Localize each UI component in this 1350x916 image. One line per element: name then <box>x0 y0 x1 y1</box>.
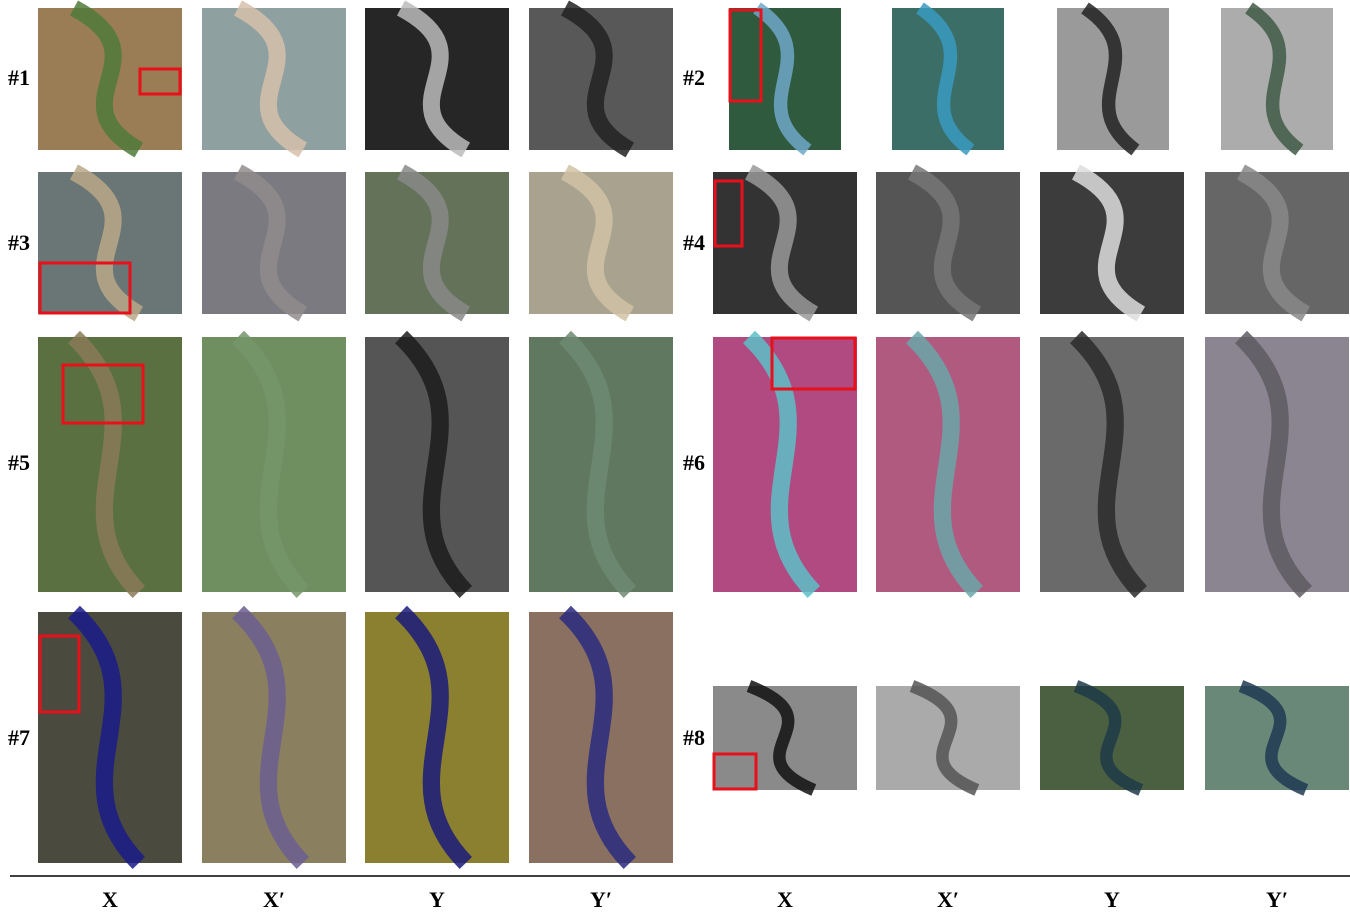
column-label: Y′ <box>1266 887 1288 912</box>
panel-label: #2 <box>683 65 705 90</box>
column-label: Y <box>429 887 445 912</box>
panel-label: #8 <box>683 725 705 750</box>
figure: #1 #2 #3 #4 #5 #6 #7 #8 X X′ Y Y′ X X′ Y… <box>0 0 1350 916</box>
column-label: X <box>102 887 118 912</box>
panel-label: #3 <box>8 230 30 255</box>
column-label: X <box>777 887 793 912</box>
panel-label: #1 <box>8 65 30 90</box>
panel-label: #7 <box>8 725 30 750</box>
panel-label: #6 <box>683 450 705 475</box>
column-label: X′ <box>263 887 285 912</box>
panel-label: #5 <box>8 450 30 475</box>
column-label: X′ <box>937 887 959 912</box>
column-label: Y′ <box>590 887 612 912</box>
column-label: Y <box>1104 887 1120 912</box>
panel-label: #4 <box>683 230 705 255</box>
